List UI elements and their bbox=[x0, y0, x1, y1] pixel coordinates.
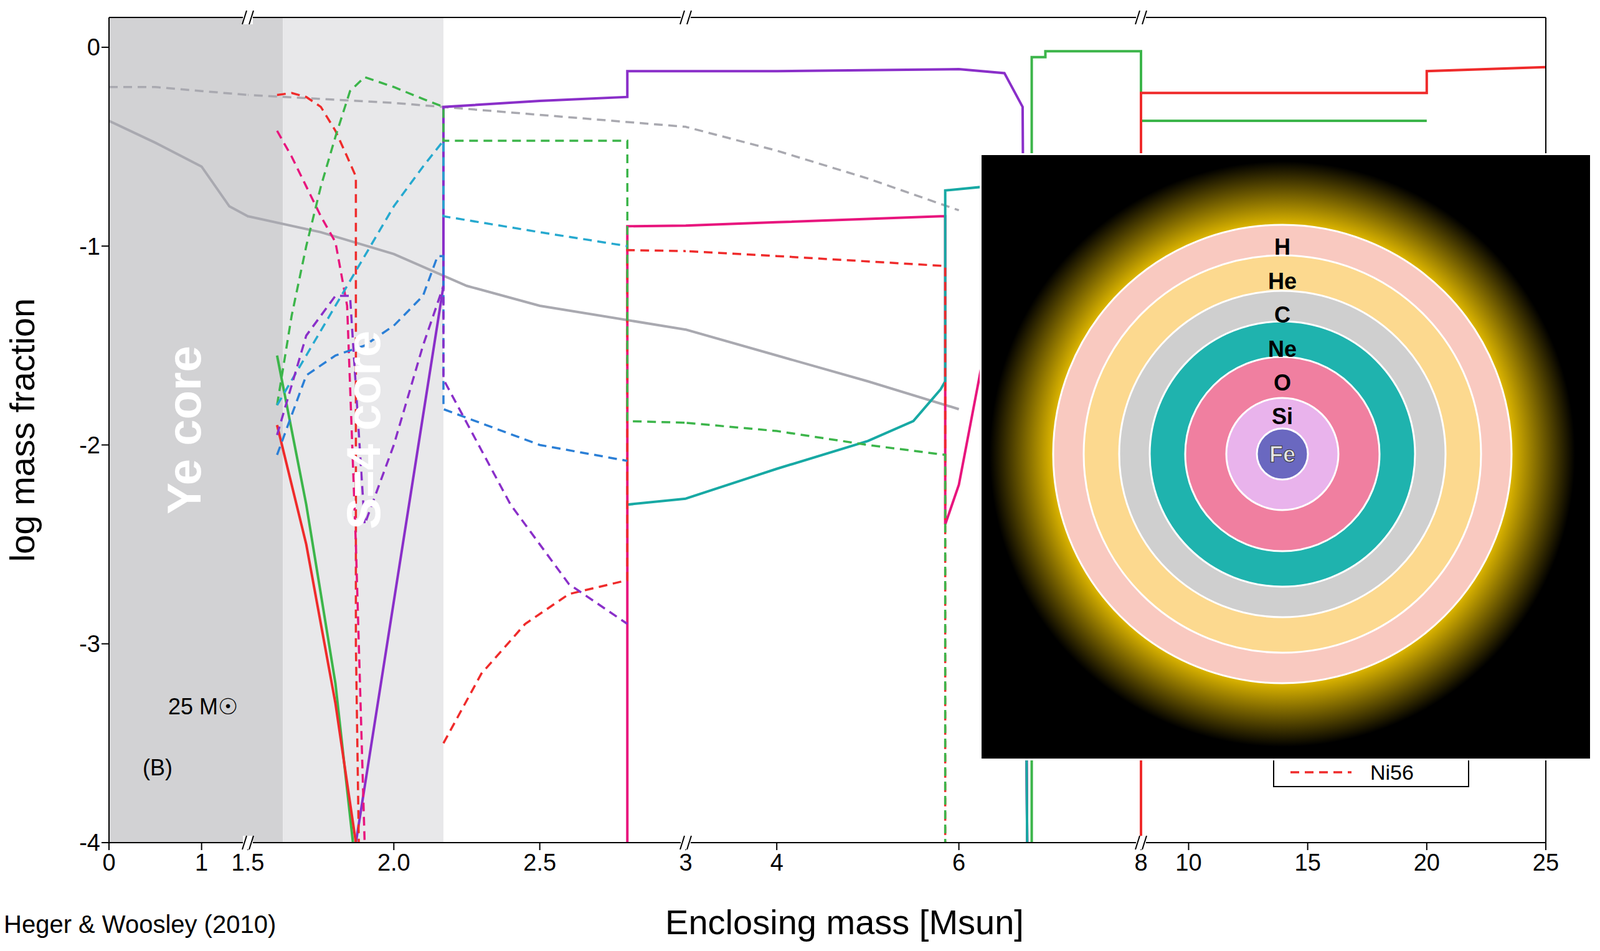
svg-text:4: 4 bbox=[770, 849, 784, 876]
svg-text:-2: -2 bbox=[79, 432, 101, 459]
svg-text:3: 3 bbox=[678, 849, 692, 876]
svg-text:Si: Si bbox=[1271, 403, 1293, 430]
svg-text:2.5: 2.5 bbox=[523, 849, 557, 876]
svg-text:H: H bbox=[1274, 234, 1291, 260]
svg-text:log mass fraction: log mass fraction bbox=[2, 298, 42, 562]
svg-text:2.0: 2.0 bbox=[377, 849, 411, 876]
svg-text:Fe: Fe bbox=[1269, 441, 1296, 468]
svg-text:-1: -1 bbox=[79, 233, 101, 260]
svg-text:1.5: 1.5 bbox=[231, 849, 265, 876]
svg-text:8: 8 bbox=[1134, 849, 1148, 876]
svg-text:S=4 core: S=4 core bbox=[336, 330, 390, 530]
svg-text:Heger & Woosley (2010): Heger & Woosley (2010) bbox=[3, 910, 276, 938]
svg-text:He: He bbox=[1268, 268, 1297, 294]
svg-text:6: 6 bbox=[952, 849, 966, 876]
svg-text:25: 25 bbox=[1532, 849, 1559, 876]
svg-text:Ni56: Ni56 bbox=[1370, 760, 1414, 785]
svg-text:Enclosing mass [Msun]: Enclosing mass [Msun] bbox=[665, 902, 1024, 942]
svg-text:Ne: Ne bbox=[1268, 336, 1297, 362]
svg-text:C: C bbox=[1274, 302, 1291, 328]
svg-text:-4: -4 bbox=[79, 829, 101, 856]
svg-text:Ye core: Ye core bbox=[157, 345, 211, 514]
svg-text:O: O bbox=[1273, 369, 1292, 396]
svg-text:0: 0 bbox=[102, 849, 116, 876]
svg-text:15: 15 bbox=[1294, 849, 1321, 876]
svg-text:20: 20 bbox=[1413, 849, 1440, 876]
svg-text:1: 1 bbox=[194, 849, 209, 876]
svg-text:25 M☉: 25 M☉ bbox=[168, 693, 238, 720]
svg-text:(B): (B) bbox=[142, 754, 173, 781]
svg-text:-3: -3 bbox=[79, 630, 101, 658]
svg-text:0: 0 bbox=[87, 34, 101, 61]
svg-text:10: 10 bbox=[1175, 849, 1202, 876]
